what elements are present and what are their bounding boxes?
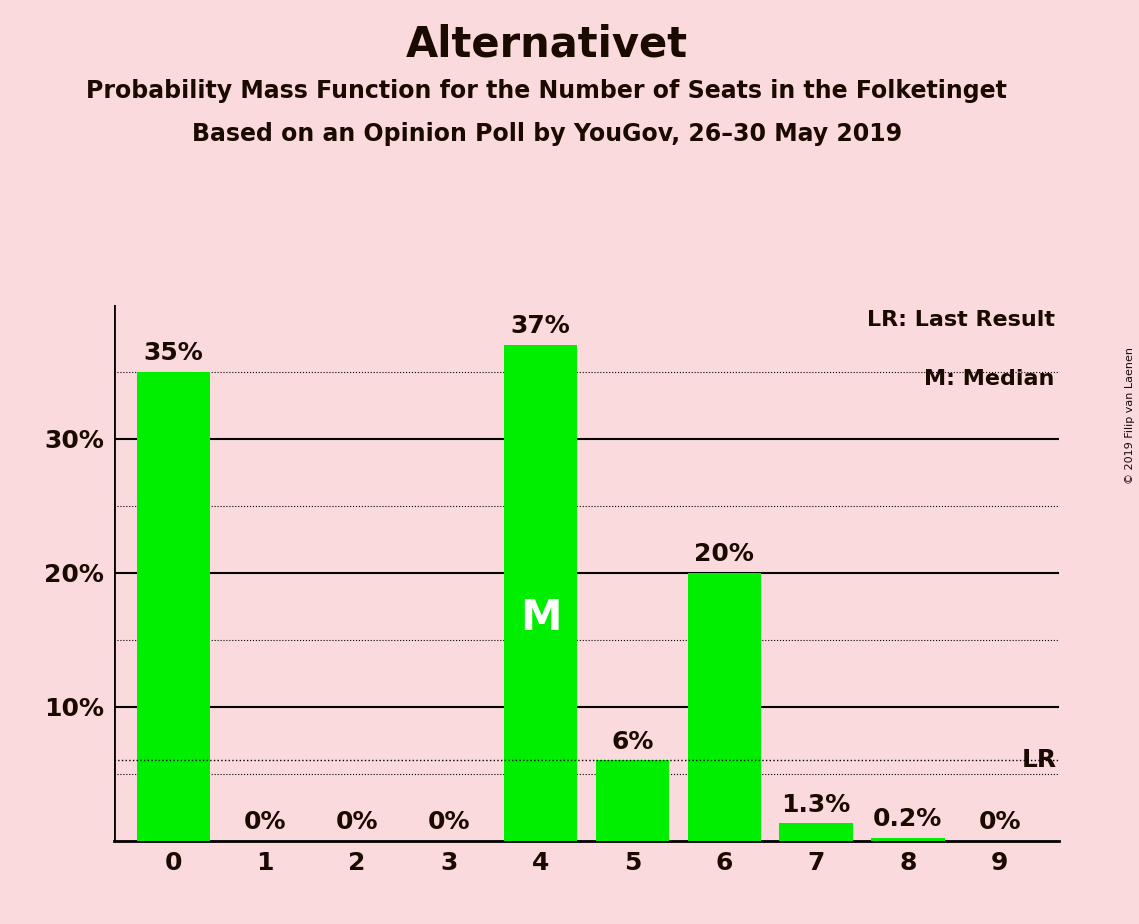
Text: 0%: 0%	[244, 810, 287, 834]
Text: 0%: 0%	[336, 810, 378, 834]
Text: © 2019 Filip van Laenen: © 2019 Filip van Laenen	[1125, 347, 1134, 484]
Text: 35%: 35%	[144, 341, 204, 365]
Text: Probability Mass Function for the Number of Seats in the Folketinget: Probability Mass Function for the Number…	[87, 79, 1007, 103]
Text: M: M	[519, 597, 562, 638]
Text: 6%: 6%	[612, 730, 654, 754]
Bar	[596, 760, 670, 841]
Bar	[688, 573, 761, 841]
Text: LR: LR	[1022, 748, 1057, 772]
Text: 0%: 0%	[427, 810, 470, 834]
Text: 0%: 0%	[978, 810, 1021, 834]
Bar	[779, 823, 853, 841]
Text: Alternativet: Alternativet	[405, 23, 688, 65]
Text: 1.3%: 1.3%	[781, 793, 851, 817]
Text: 20%: 20%	[695, 542, 754, 566]
Text: Based on an Opinion Poll by YouGov, 26–30 May 2019: Based on an Opinion Poll by YouGov, 26–3…	[191, 122, 902, 146]
Bar	[871, 838, 944, 841]
Text: 0.2%: 0.2%	[874, 808, 942, 832]
Text: M: Median: M: Median	[924, 370, 1055, 389]
Bar	[137, 371, 211, 841]
Bar	[503, 346, 577, 841]
Text: 37%: 37%	[510, 314, 571, 338]
Text: LR: Last Result: LR: Last Result	[867, 310, 1055, 330]
